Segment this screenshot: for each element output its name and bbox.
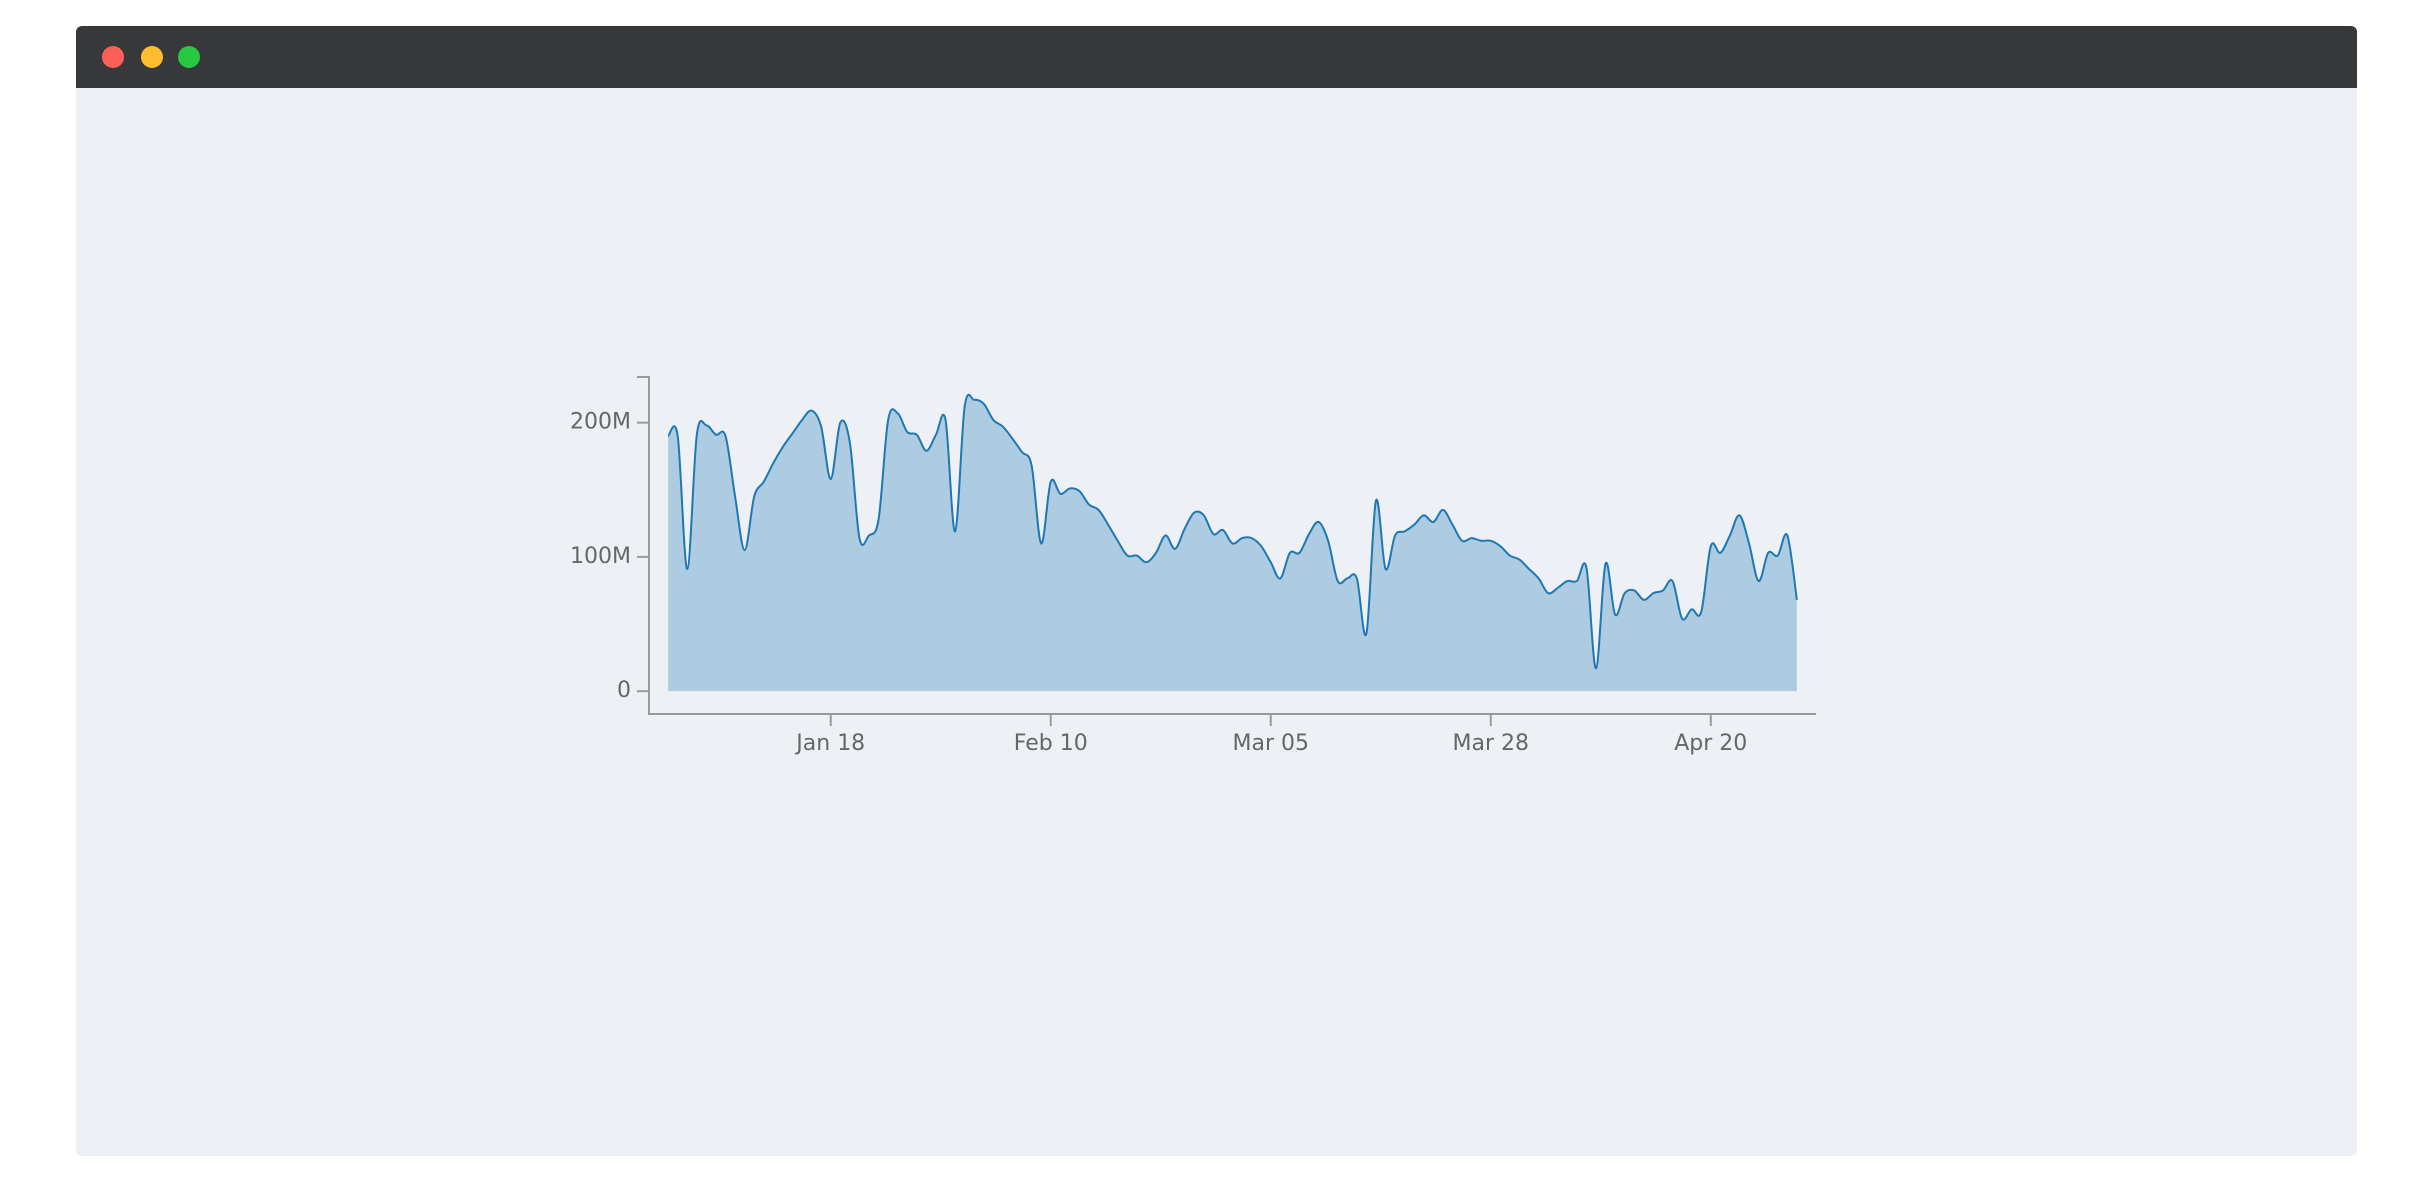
x-tick-label: Jan 18 [794,731,865,756]
close-button[interactable] [102,46,124,68]
window [76,26,2357,1156]
x-tick-label: Mar 05 [1233,731,1310,756]
title-bar [76,26,2357,88]
maximize-button[interactable] [178,46,200,68]
minimize-button[interactable] [141,46,163,68]
y-axis [637,376,1816,715]
x-tick-label: Mar 28 [1453,731,1530,756]
y-tick-label: 100M [570,544,631,569]
area [668,394,1797,692]
y-tick-label: 200M [570,410,631,435]
x-tick-label: Feb 10 [1014,731,1088,756]
y-tick-label: 0 [617,678,631,703]
x-tick-label: Apr 20 [1674,731,1747,756]
line [667,393,1798,670]
